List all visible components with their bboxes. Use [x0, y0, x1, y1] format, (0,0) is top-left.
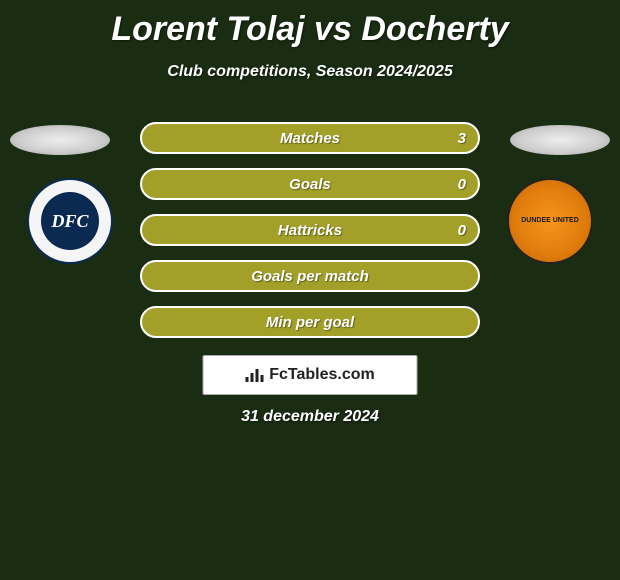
page-title: Lorent Tolaj vs Docherty: [0, 0, 620, 49]
shield-icon: DUNDEE UNITED: [507, 178, 593, 264]
page-subtitle: Club competitions, Season 2024/2025: [0, 63, 620, 81]
shield-icon: DFC: [27, 178, 113, 264]
stat-label: Min per goal: [266, 314, 354, 331]
stat-row-matches: Matches 3: [140, 122, 480, 154]
club-badge-right-label: DUNDEE UNITED: [521, 217, 579, 225]
date-label: 31 december 2024: [0, 408, 620, 426]
stats-panel: Matches 3 Goals 0 Hattricks 0 Goals per …: [140, 122, 480, 352]
stat-right-value: 3: [458, 130, 466, 147]
stat-row-min-per-goal: Min per goal: [140, 306, 480, 338]
club-badge-left-label: DFC: [41, 192, 99, 250]
club-badge-right: DUNDEE UNITED: [500, 177, 600, 265]
brand-link[interactable]: FcTables.com: [203, 355, 418, 395]
club-badge-left: DFC: [20, 177, 120, 265]
stat-label: Goals: [289, 176, 331, 193]
stat-label: Goals per match: [251, 268, 369, 285]
player-photo-left: [10, 125, 110, 155]
stat-label: Matches: [280, 130, 340, 147]
stat-right-value: 0: [458, 222, 466, 239]
stat-row-goals-per-match: Goals per match: [140, 260, 480, 292]
bar-chart-icon: [245, 368, 263, 382]
stat-row-goals: Goals 0: [140, 168, 480, 200]
player-photo-right: [510, 125, 610, 155]
stat-label: Hattricks: [278, 222, 342, 239]
stat-row-hattricks: Hattricks 0: [140, 214, 480, 246]
brand-label: FcTables.com: [269, 366, 375, 384]
stat-right-value: 0: [458, 176, 466, 193]
